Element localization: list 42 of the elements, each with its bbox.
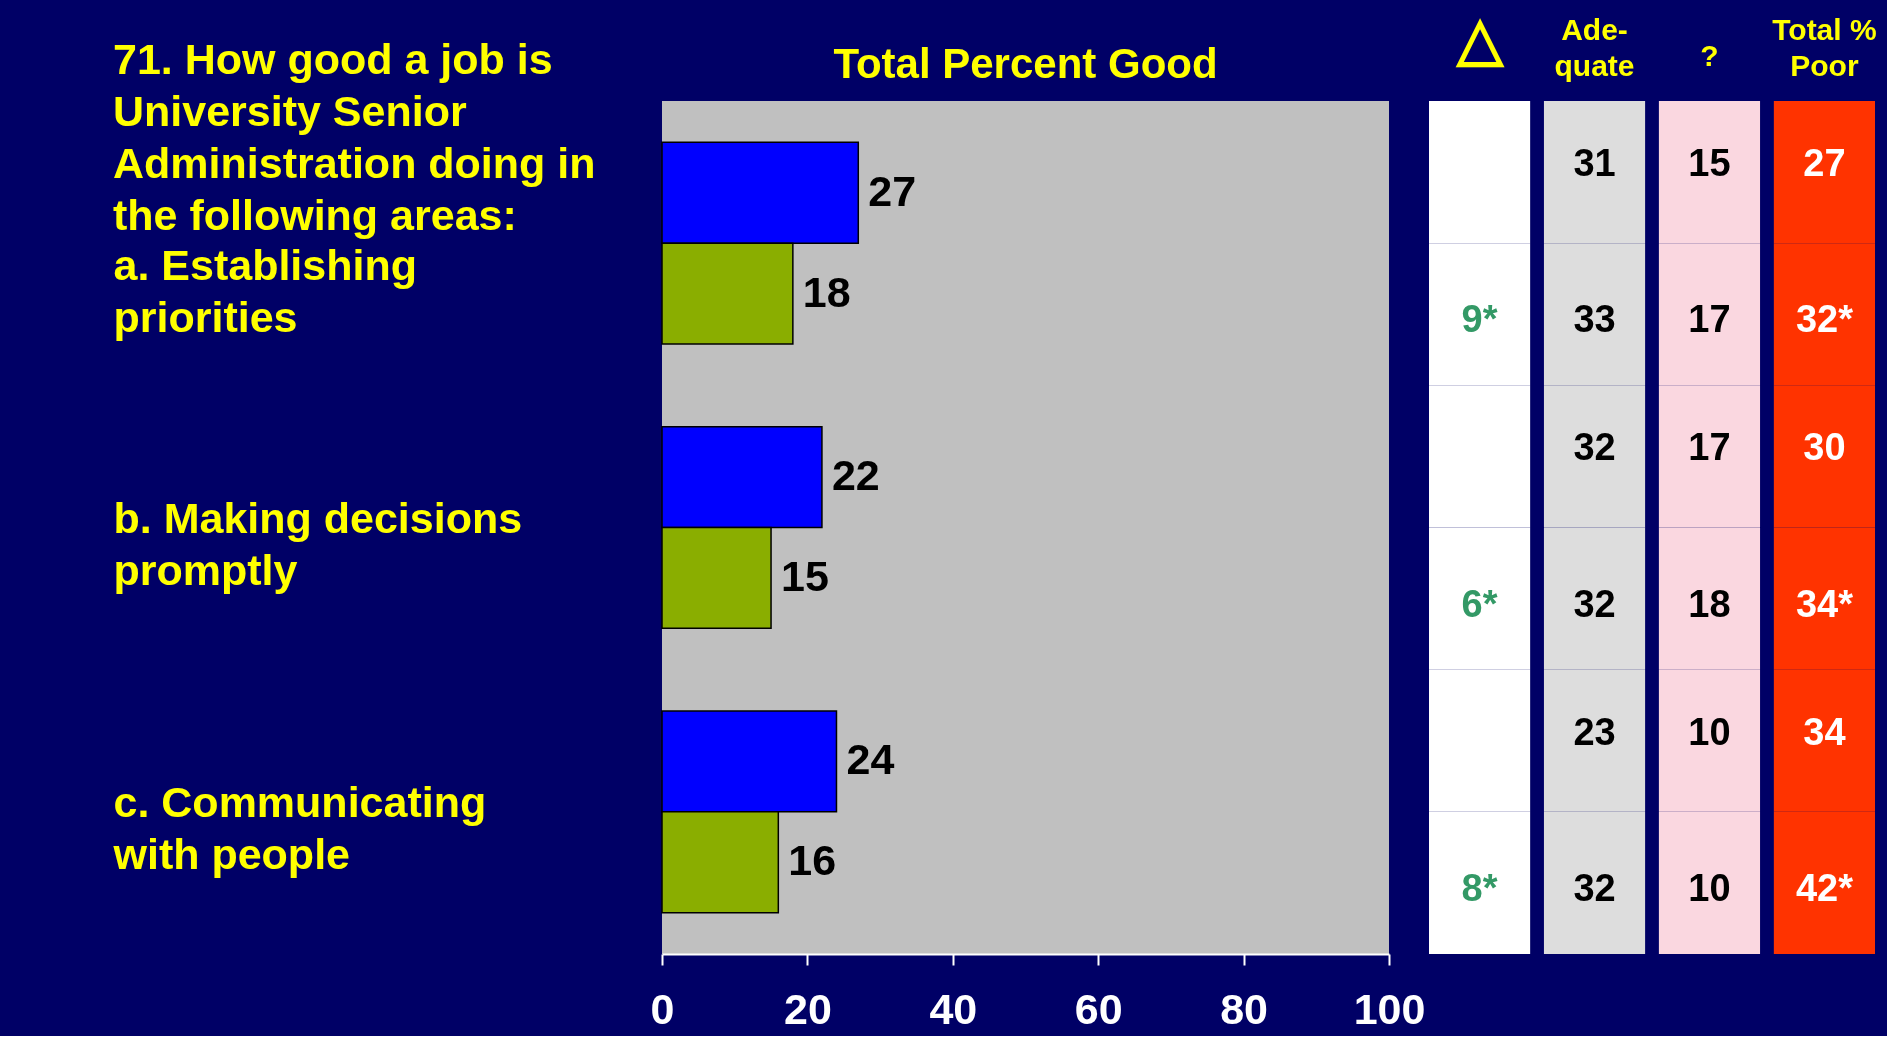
data-label: 32 [1573, 426, 1616, 469]
x-tick-label: Total % Poor [1772, 12, 1877, 82]
data-label: 27 [868, 166, 917, 215]
data-label: 24 [846, 735, 895, 784]
data-label: 34 [1803, 710, 1846, 753]
text: 71. How good a job is University Senior Administration doing in the following areas: [113, 35, 596, 239]
data-label: 15 [781, 551, 829, 600]
x-tick-label: Ade- quate [1554, 12, 1635, 82]
x-tick-label: 0 [650, 984, 675, 1033]
data-label: 23 [1573, 710, 1616, 753]
data-label: 9* [1461, 298, 1498, 341]
data-label: 34* [1795, 582, 1854, 625]
data-label: 10 [1688, 710, 1731, 753]
data-label: 32 [1573, 866, 1616, 909]
data-label: 16 [788, 836, 837, 885]
data-label: 32* [1795, 298, 1854, 341]
y-tick-label: b. Making decisions promptly [113, 493, 523, 594]
data-label: 33 [1573, 298, 1616, 341]
x-tick-label: 60 [1074, 984, 1123, 1033]
data-label: 32 [1573, 582, 1616, 625]
data-label: 6* [1461, 582, 1498, 625]
x-tick-label: 100 [1353, 984, 1426, 1033]
y-tick-label: a. Establishing priorities [113, 241, 417, 342]
data-label: 22 [831, 451, 880, 500]
data-label: 10 [1688, 866, 1731, 909]
data-label: 30 [1803, 426, 1846, 469]
data-label: 17 [1688, 426, 1731, 469]
data-label: 15 [1688, 142, 1731, 185]
data-label: 42* [1795, 866, 1854, 909]
x-tick-label: △ [1454, 4, 1505, 72]
data-label: 18 [802, 267, 851, 316]
data-label: 17 [1688, 298, 1731, 341]
chart-title: Total Percent Good [833, 40, 1218, 87]
data-label: 31 [1573, 142, 1616, 185]
y-tick-label: c. Communicating with people [112, 777, 487, 878]
data-label: 18 [1688, 582, 1731, 625]
x-tick-label: 80 [1220, 984, 1269, 1033]
x-tick-label: 40 [929, 984, 978, 1033]
data-label: 8* [1461, 866, 1498, 909]
x-tick-label: ? [1700, 38, 1719, 72]
data-label: 27 [1803, 142, 1846, 185]
x-tick-label: 20 [783, 984, 832, 1033]
